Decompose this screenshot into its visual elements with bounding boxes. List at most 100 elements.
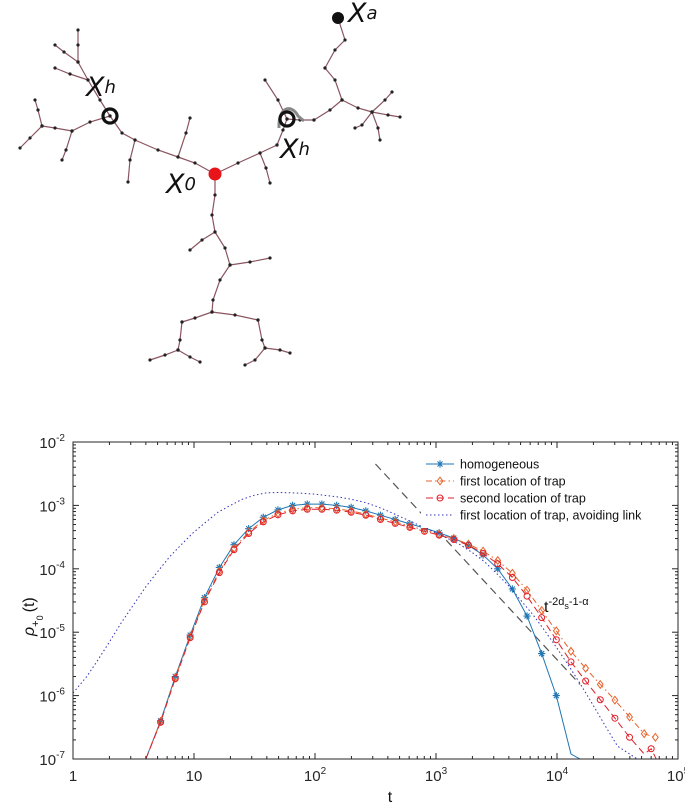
legend-label: homogeneous (460, 458, 539, 472)
tree-node (248, 260, 252, 264)
tree-node (340, 98, 344, 102)
slope-annotation: t-2ds-1-α (544, 596, 589, 616)
tree-node (176, 155, 180, 159)
data-point (391, 515, 399, 524)
tree-node (188, 116, 192, 120)
tree-node (180, 320, 184, 324)
tree-node (213, 193, 217, 197)
tree-node (40, 124, 44, 128)
tree-node (275, 143, 279, 147)
tree-edge (244, 347, 266, 366)
data-point (318, 505, 326, 513)
tree-node (376, 126, 380, 130)
data-point (464, 541, 472, 549)
tree-node (383, 98, 387, 102)
series (73, 491, 638, 759)
tree-node (356, 106, 360, 110)
tree-node (343, 38, 347, 42)
x-tick-label: 104 (546, 766, 569, 785)
tree-edge (313, 99, 343, 121)
data-point (647, 745, 655, 753)
tree-edge (371, 111, 401, 118)
series-line (145, 508, 657, 759)
series (145, 503, 659, 759)
tree-edge (211, 264, 231, 313)
data-point (171, 675, 179, 683)
legend-label: first location of trap, avoiding link (460, 509, 642, 523)
data-point (259, 518, 267, 526)
tree-node (243, 363, 247, 367)
x-tick-label: 103 (425, 766, 448, 785)
tree-node (18, 146, 22, 150)
data-point (186, 634, 194, 642)
data-point (215, 569, 223, 577)
y-tick-label: 10-7 (39, 750, 65, 769)
tree-node (211, 298, 215, 302)
tree-edge (264, 347, 291, 354)
tree-node (285, 117, 289, 121)
tree-node (163, 353, 167, 357)
tree-node (86, 78, 90, 82)
tree-node (53, 43, 57, 47)
data-point (391, 519, 399, 527)
data-point (523, 585, 531, 595)
tree-node (253, 358, 257, 362)
tree-node (120, 131, 124, 135)
label-x0: X0 (164, 169, 196, 200)
tree-edge (214, 144, 278, 175)
data-point (436, 476, 444, 486)
origin-node-x0 (208, 167, 222, 181)
data-point (157, 718, 165, 726)
tree-node (268, 256, 272, 260)
data-point (435, 529, 443, 537)
data-point (450, 534, 458, 542)
tree-node (62, 50, 66, 54)
x-tick-label: 10 (186, 768, 203, 785)
x-tick-label: 102 (304, 766, 327, 785)
tree-edge (257, 319, 266, 349)
tree-node (333, 78, 337, 82)
tree-edge (181, 311, 213, 323)
y-tick-label: 10-4 (39, 560, 65, 579)
data-point (436, 494, 444, 502)
data-point (523, 612, 531, 620)
tree-node (198, 360, 202, 364)
y-tick-label: 10-3 (39, 496, 65, 515)
data-point (596, 679, 604, 690)
data-point (376, 511, 385, 519)
data-point (230, 546, 238, 554)
tree-node (378, 138, 382, 142)
reference-slope-line (375, 463, 581, 685)
tree-node (370, 110, 374, 114)
tree-node (76, 43, 80, 47)
data-point (464, 541, 473, 549)
tree-node (70, 129, 74, 133)
data-point (479, 549, 487, 557)
data-point (596, 696, 604, 704)
tree-node (178, 338, 182, 342)
tree-node (233, 313, 237, 317)
data-point (611, 695, 619, 705)
data-point (626, 733, 634, 741)
data-point (450, 535, 458, 543)
tree-edge (77, 61, 111, 117)
label-xh-left: Xh (84, 72, 116, 103)
data-point (508, 568, 516, 578)
data-point (479, 546, 487, 556)
tree-node (398, 115, 402, 119)
tree-node (88, 120, 92, 124)
data-point (640, 729, 648, 739)
tree-node (281, 128, 285, 132)
tree-edge (54, 44, 79, 63)
tree-node (53, 126, 57, 130)
tree-edge (324, 67, 343, 101)
tree-node (218, 278, 222, 282)
data-point (303, 505, 311, 513)
tree-node (33, 98, 37, 102)
tree-node (256, 318, 260, 322)
tree-node (76, 60, 80, 64)
reference-line (375, 463, 581, 685)
tree-node (64, 148, 68, 152)
tree-node (188, 248, 192, 252)
data-point (245, 530, 253, 538)
